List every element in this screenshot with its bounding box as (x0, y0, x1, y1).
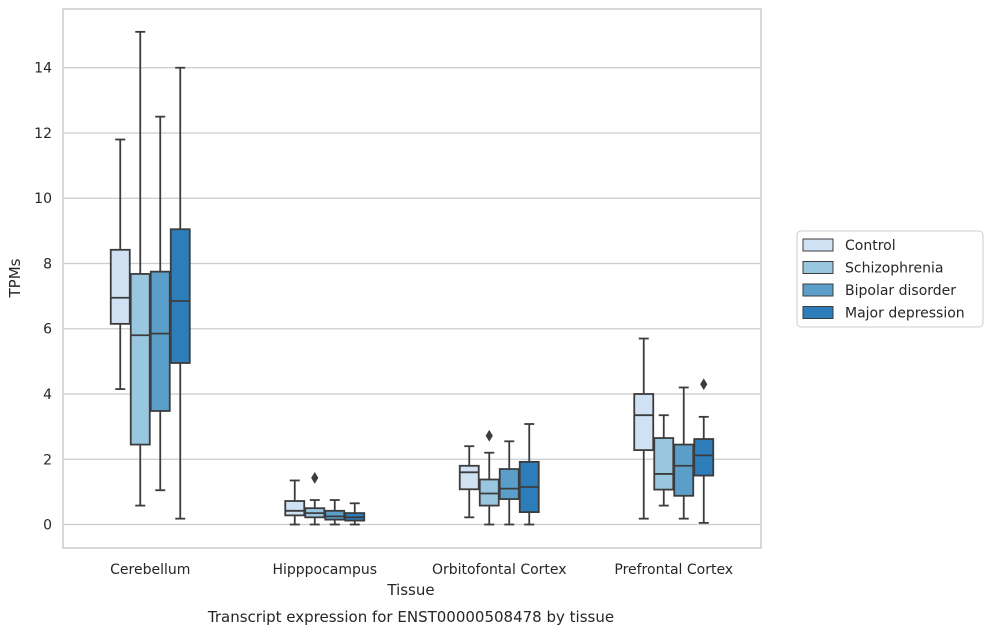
y-tick-label: 0 (43, 518, 52, 534)
outlier-point (311, 472, 319, 484)
y-tick-label: 6 (43, 322, 52, 338)
box-bipolar-disorder (673, 386, 695, 520)
y-tick-label: 8 (43, 256, 52, 272)
x-tick-label: Prefrontal Cortex (614, 562, 733, 578)
x-tick-label: Hipppocampus (272, 562, 377, 578)
y-axis-ticks: 0 2 4 6 8 10 12 14 (34, 61, 52, 534)
iqr-box (169, 228, 191, 364)
box-bipolar-disorder (324, 499, 346, 526)
iqr-box (149, 270, 171, 412)
box-schizophrenia (478, 429, 500, 526)
iqr-box (693, 438, 715, 477)
iqr-box (129, 273, 151, 446)
iqr-box (673, 443, 695, 497)
y-tick-label: 12 (34, 126, 52, 142)
y-tick-label: 4 (43, 387, 52, 403)
x-tick-label: Cerebellum (110, 562, 190, 578)
iqr-box (284, 500, 306, 517)
boxes (109, 30, 715, 526)
iqr-box (633, 393, 655, 452)
box-major-depression (344, 502, 366, 526)
iqr-box (478, 478, 500, 507)
box-control (458, 445, 480, 519)
box-major-depression (693, 378, 715, 524)
box-schizophrenia (129, 30, 151, 507)
y-tick-label: 14 (34, 61, 52, 77)
box-control (109, 138, 131, 391)
legend: Control Schizophrenia Bipolar disorder Majo… (796, 230, 984, 328)
box-control (633, 337, 655, 520)
iqr-box (498, 468, 520, 500)
plot-frame (62, 8, 762, 549)
outlier-point (485, 429, 493, 442)
outlier-point (700, 378, 708, 391)
box-major-depression (518, 423, 540, 526)
y-tick-label: 2 (43, 452, 52, 468)
legend-label: Major depression (845, 306, 965, 322)
legend-frame (796, 230, 984, 328)
iqr-box (653, 437, 675, 491)
box-bipolar-disorder (149, 115, 171, 492)
legend-label: Control (845, 238, 896, 254)
x-axis-ticks: Cerebellum Hipppocampus Orbitofontal Corte… (110, 562, 733, 578)
legend-swatch (802, 283, 834, 297)
x-tick-label: Orbitofontal Cortex (432, 562, 567, 578)
box-bipolar-disorder (498, 440, 520, 526)
box-schizophrenia (653, 414, 675, 507)
chart-caption: Transcript expression for ENST0000050847… (207, 608, 614, 626)
box-schizophrenia (304, 472, 326, 526)
y-tick-label: 10 (34, 191, 52, 207)
iqr-box (458, 464, 480, 491)
legend-label: Bipolar disorder (845, 283, 956, 299)
x-axis-label: Tissue (386, 581, 434, 599)
legend-label: Schizophrenia (845, 261, 943, 277)
legend-swatch (802, 306, 834, 319)
legend-swatch (802, 261, 834, 274)
legend-swatch (802, 238, 834, 252)
box-control (284, 479, 306, 526)
y-axis-label: TPMs (6, 258, 24, 298)
box-major-depression (169, 66, 191, 520)
iqr-box (324, 509, 346, 521)
iqr-box (109, 248, 131, 325)
